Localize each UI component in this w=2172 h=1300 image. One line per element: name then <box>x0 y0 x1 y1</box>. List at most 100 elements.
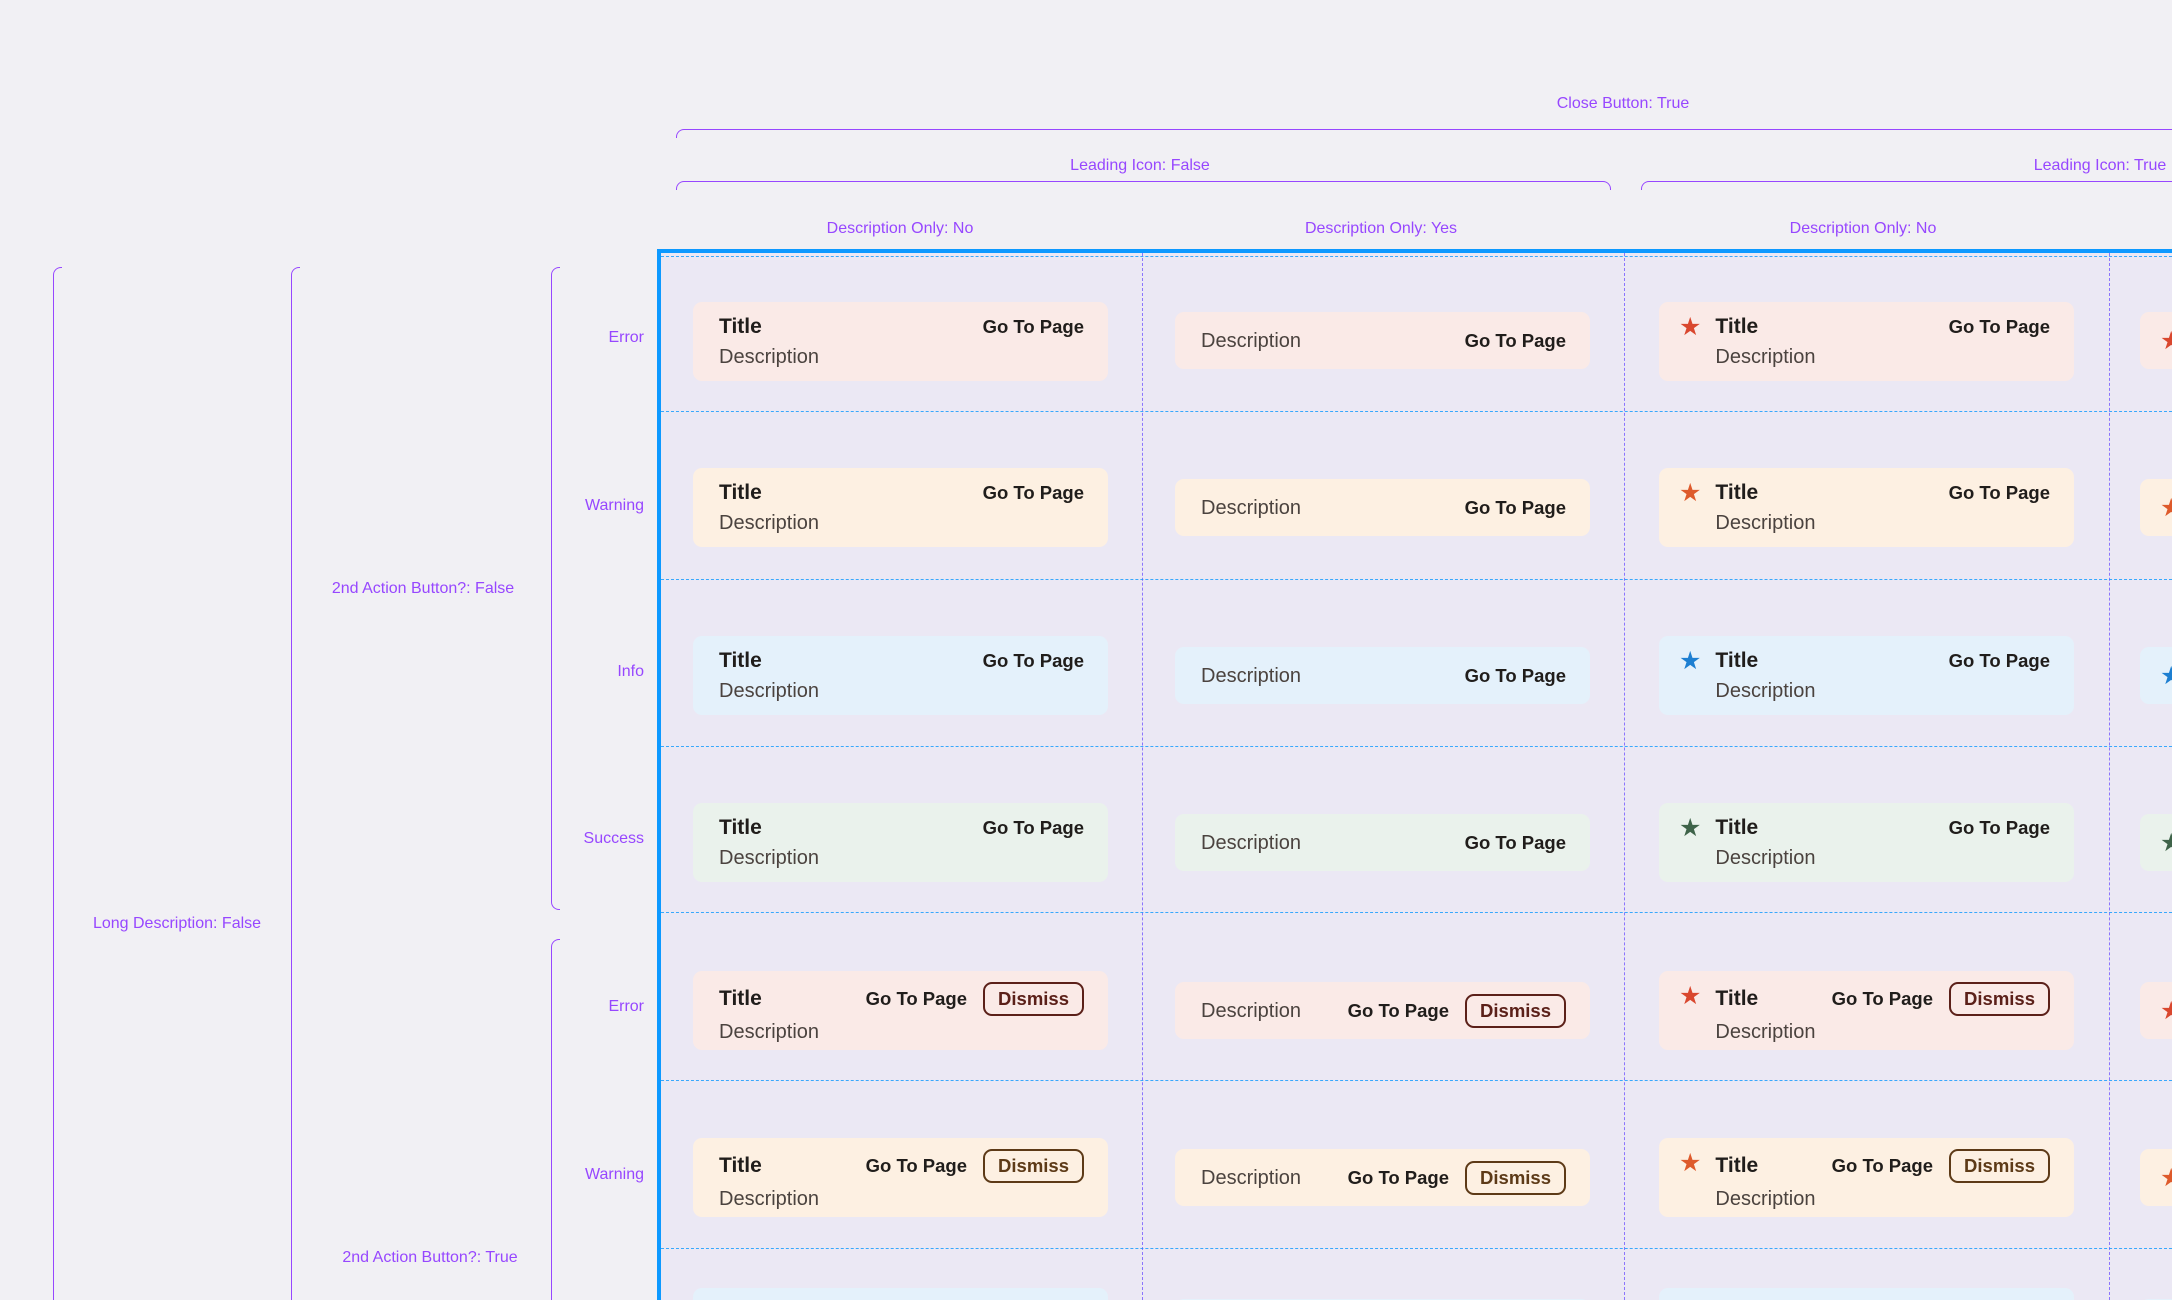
frame-top-dashed <box>661 256 2172 257</box>
alert-description: Description <box>1201 1166 1302 1189</box>
go-to-page-link[interactable]: Go To Page <box>1347 999 1450 1021</box>
alert-warning-dismiss-desc-only[interactable]: Description Go To Page Dismiss <box>1175 1149 1590 1206</box>
alert-error-desc-only[interactable]: Description Go To Page <box>1175 312 1590 369</box>
annotation-description-only-no-1: Description Only: No <box>826 220 974 237</box>
alert-title: Title <box>719 816 762 839</box>
alert-info-title[interactable]: Title Go To Page Description <box>693 636 1108 715</box>
go-to-page-link[interactable]: Go To Page <box>1464 831 1566 853</box>
row-separator-2 <box>661 579 2172 580</box>
star-icon: ★ <box>1679 647 1702 675</box>
alert-warning-icon-title[interactable]: ★ Title Go To Page Description <box>1659 468 2074 547</box>
annotation-leading-icon-true: Leading Icon: True <box>2033 157 2167 174</box>
alert-success-title[interactable]: Title Go To Page Description <box>693 803 1108 882</box>
dismiss-button[interactable]: Dismiss <box>1465 993 1566 1028</box>
alert-description: Description <box>1201 831 1302 854</box>
alert-warning-title[interactable]: Title Go To Page Description <box>693 468 1108 547</box>
annotation-close-button: Close Button: True <box>1556 95 1690 112</box>
annotation-description-only-no-2: Description Only: No <box>1789 220 1937 237</box>
row-separator-1 <box>661 411 2172 412</box>
star-icon: ★ <box>2160 662 2172 690</box>
dismiss-button[interactable]: Dismiss <box>983 982 1084 1016</box>
star-icon: ★ <box>2160 997 2172 1025</box>
alert-title: Title <box>1715 816 1759 839</box>
alert-description: Description <box>1201 664 1302 687</box>
bracket-leading-icon-false <box>676 181 1611 190</box>
alert-success-desc-only[interactable]: Description Go To Page <box>1175 814 1590 871</box>
alert-error-dismiss-desc-only[interactable]: Description Go To Page Dismiss <box>1175 982 1590 1039</box>
go-to-page-link[interactable]: Go To Page <box>1347 1166 1450 1188</box>
star-icon: ★ <box>1679 982 1702 1010</box>
star-icon: ★ <box>1679 479 1702 507</box>
alert-error-dismiss-title[interactable]: Title Go To Page Dismiss Description <box>693 971 1108 1050</box>
alert-description: Description <box>1715 512 1816 534</box>
go-to-page-link[interactable]: Go To Page <box>1464 664 1566 686</box>
go-to-page-link[interactable]: Go To Page <box>865 1155 968 1176</box>
alert-title: Title <box>719 1154 762 1177</box>
alert-description: Description <box>1715 680 1816 702</box>
alert-description: Description <box>719 680 820 702</box>
row-label-success: Success <box>583 830 644 847</box>
alert-description: Description <box>1715 1021 1816 1043</box>
go-to-page-link[interactable]: Go To Page <box>1948 817 2050 838</box>
alert-title: Title <box>1715 987 1759 1010</box>
alert-warning-desc-only[interactable]: Description Go To Page <box>1175 479 1590 536</box>
alert-description: Description <box>1201 999 1302 1022</box>
alert-title: Title <box>719 315 762 338</box>
go-to-page-link[interactable]: Go To Page <box>982 817 1084 838</box>
row-label-warning-1: Warning <box>585 497 644 514</box>
go-to-page-link[interactable]: Go To Page <box>1831 1155 1934 1176</box>
alert-description: Description <box>1715 1188 1816 1210</box>
go-to-page-link[interactable]: Go To Page <box>1948 650 2050 671</box>
star-icon: ★ <box>2160 829 2172 857</box>
alert-info-icon-title[interactable]: ★ Title Go To Page Description <box>1659 636 2074 715</box>
alert-description: Description <box>1201 329 1302 352</box>
go-to-page-link[interactable]: Go To Page <box>982 482 1084 503</box>
annotation-2nd-action-true: 2nd Action Button?: True <box>342 1249 518 1266</box>
alert-title: Title <box>1715 481 1759 504</box>
alert-error-dismiss-icon-title[interactable]: ★ Title Go To Page Dismiss Description <box>1659 971 2074 1050</box>
row-label-warning-2: Warning <box>585 1166 644 1183</box>
alert-error-title[interactable]: Title Go To Page Description <box>693 302 1108 381</box>
alert-description: Description <box>719 512 820 534</box>
alert-info-desc-only[interactable]: Description Go To Page <box>1175 647 1590 704</box>
star-icon: ★ <box>1679 313 1702 341</box>
dismiss-button[interactable]: Dismiss <box>983 1149 1084 1183</box>
go-to-page-link[interactable]: Go To Page <box>982 316 1084 337</box>
alert-warning-dismiss-icon-title[interactable]: ★ Title Go To Page Dismiss Description <box>1659 1138 2074 1217</box>
alert-error-icon-title[interactable]: ★ Title Go To Page Description <box>1659 302 2074 381</box>
dismiss-button[interactable]: Dismiss <box>1949 1149 2050 1183</box>
go-to-page-link[interactable]: Go To Page <box>1464 496 1566 518</box>
bracket-group-2 <box>291 267 300 1300</box>
alert-title: Title <box>1715 649 1759 672</box>
go-to-page-link[interactable]: Go To Page <box>982 650 1084 671</box>
annotation-leading-icon-false: Leading Icon: False <box>1070 157 1210 174</box>
go-to-page-link[interactable]: Go To Page <box>1948 482 2050 503</box>
alert-title: Title <box>1715 1154 1759 1177</box>
go-to-page-link[interactable]: Go To Page <box>1948 316 2050 337</box>
alert-title: Title <box>719 481 762 504</box>
bracket-long-description <box>53 267 62 1300</box>
dismiss-button[interactable]: Dismiss <box>1465 1160 1566 1195</box>
go-to-page-link[interactable]: Go To Page <box>1464 329 1566 351</box>
bracket-close-button <box>676 129 2172 138</box>
dismiss-button[interactable]: Dismiss <box>1949 982 2050 1016</box>
col-separator-3 <box>2109 253 2110 1300</box>
alert-description: Description <box>1715 847 1816 869</box>
alert-title: Title <box>719 649 762 672</box>
component-set-frame[interactable]: Title Go To Page Description Description G… <box>657 249 2172 1300</box>
alert-success-icon-title[interactable]: ★ Title Go To Page Description <box>1659 803 2074 882</box>
alert-warning-dismiss-title[interactable]: Title Go To Page Dismiss Description <box>693 1138 1108 1217</box>
annotation-description-only-yes: Description Only: Yes <box>1304 220 1458 237</box>
go-to-page-link[interactable]: Go To Page <box>865 988 968 1009</box>
alert-description: Description <box>719 847 820 869</box>
alert-title: Title <box>1715 315 1759 338</box>
go-to-page-link[interactable]: Go To Page <box>1831 988 1934 1009</box>
